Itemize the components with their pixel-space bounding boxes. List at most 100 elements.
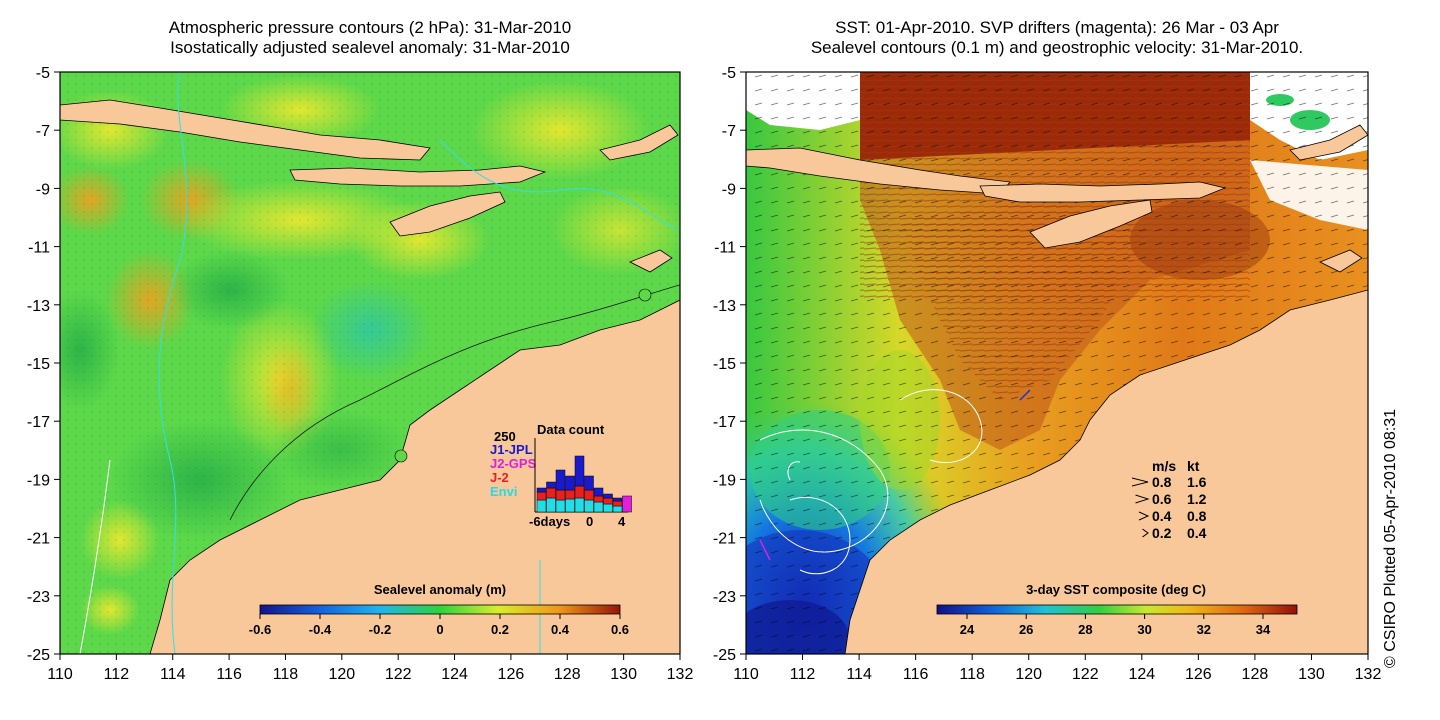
data-count-xlabel-start: -6days [529, 514, 570, 529]
left-y-tick-label: -17 [27, 414, 50, 431]
left-y-tick-label: -5 [36, 65, 50, 82]
left-x-tick-label: 116 [216, 666, 242, 683]
velocity-ms-value: 0.4 [1152, 508, 1172, 524]
data-count-bar [546, 481, 556, 489]
left-y-tick-label: -7 [36, 123, 50, 140]
velocity-kt-value: 0.4 [1187, 525, 1207, 541]
right-y-tick-label: -23 [713, 589, 736, 606]
velocity-ms-value: 0.8 [1152, 474, 1172, 490]
right-panel-title: SST: 01-Apr-2010. SVP drifters (magenta)… [746, 18, 1368, 58]
left-x-tick-label: 122 [385, 666, 412, 683]
data-count-xlabel-end: 4 [618, 514, 626, 529]
data-count-bar [546, 487, 556, 499]
left-y-axis: -5 -7 -9 -11 -13 -15 -17 -19 -21 -23 -25 [27, 65, 60, 664]
right-x-tick-label: 130 [1298, 666, 1325, 683]
data-count-bar [546, 497, 556, 513]
right-x-tick-label: 120 [1015, 666, 1042, 683]
velocity-arrow-icon [1142, 528, 1149, 538]
right-title-line2: Sealevel contours (0.1 m) and geostrophi… [810, 38, 1304, 57]
right-x-axis: 110 112 114 116 118 120 122 124 126 128 130 132 [733, 654, 1381, 683]
data-count-bar [612, 497, 623, 502]
sealevel-colorbar: Sealevel anomaly (m) -0.6 -0.4 -0.2 0 0.2 0.4… [249, 582, 629, 637]
velocity-arrow-icon [1138, 511, 1150, 521]
right-y-tick-label: -7 [722, 123, 736, 140]
data-count-bar [584, 489, 594, 501]
velocity-kt-value: 1.2 [1187, 491, 1207, 507]
velocity-arrow-icon [1131, 477, 1149, 487]
left-x-tick-label: 126 [498, 666, 525, 683]
right-x-tick-label: 114 [846, 666, 872, 683]
left-x-tick-label: 112 [104, 666, 130, 683]
data-count-bar [612, 500, 623, 507]
right-x-tick-label: 122 [1072, 666, 1099, 683]
left-x-tick-label: 110 [47, 666, 73, 683]
data-count-bar [536, 499, 547, 513]
left-x-axis: 110 112 114 116 118 120 122 124 126 128 130 132 [47, 654, 693, 683]
left-x-tick-label: 120 [328, 666, 355, 683]
left-title-line2: Isostatically adjusted sealevel anomaly:… [170, 38, 570, 57]
right-y-tick-label: -17 [713, 414, 736, 431]
right-y-tick-label: -21 [713, 531, 736, 548]
data-count-bar [593, 501, 604, 513]
mission-label: J-2 [490, 470, 509, 485]
left-panel-title: Atmospheric pressure contours (2 hPa): 3… [60, 18, 680, 58]
left-y-tick-label: -21 [27, 531, 50, 548]
data-count-bar [593, 495, 604, 503]
mission-label: J2-GPS [490, 456, 537, 471]
data-count-bar [565, 489, 575, 500]
left-y-tick-label: -15 [27, 356, 50, 373]
data-count-bar [565, 475, 575, 491]
sealevel-colorbar-tick: -0.6 [249, 622, 271, 637]
right-title-line1: SST: 01-Apr-2010. SVP drifters (magenta)… [835, 18, 1279, 37]
right-x-tick-label: 118 [959, 666, 985, 683]
sst-colorbar-tick: 34 [1256, 622, 1271, 637]
sst-colorbar-title: 3-day SST composite (deg C) [1026, 582, 1206, 597]
data-count-bar [574, 455, 585, 487]
right-y-tick-label: -13 [713, 298, 736, 315]
velocity-arrow-icon [1135, 494, 1150, 504]
left-y-tick-label: -9 [36, 181, 50, 198]
right-y-tick-label: -5 [722, 65, 736, 82]
sealevel-colorbar-tick: 0.4 [551, 622, 570, 637]
data-count-bar [574, 497, 585, 513]
data-count-bar [593, 487, 604, 497]
right-x-tick-label: 132 [1355, 666, 1382, 683]
mission-label: J1-JPL [490, 442, 533, 457]
sealevel-colorbar-tick: 0.6 [611, 622, 629, 637]
data-count-bar [603, 497, 613, 505]
left-x-tick-label: 114 [160, 666, 186, 683]
velocity-ms-value: 0.6 [1152, 491, 1172, 507]
sst-colorbar-tick: 32 [1197, 622, 1211, 637]
data-count-bar [555, 489, 566, 501]
data-count-bar [603, 493, 613, 499]
sealevel-colorbar-tick: 0.2 [491, 622, 509, 637]
sealevel-anomaly-map [60, 72, 680, 654]
left-x-tick-label: 132 [667, 666, 694, 683]
right-y-axis: -5 -7 -9 -11 -13 -15 -17 -19 -21 -23 -25 [713, 65, 746, 664]
right-x-tick-label: 126 [1185, 666, 1212, 683]
right-x-tick-label: 128 [1242, 666, 1269, 683]
sst-colorbar-tick: 24 [960, 622, 975, 637]
australia-land-right [844, 289, 1368, 654]
sealevel-colorbar-tick: -0.4 [309, 622, 332, 637]
credit-label: © CSIRO Plotted 05-Apr-2010 08:31 [1382, 408, 1399, 668]
data-count-bar [574, 485, 585, 499]
right-y-tick-label: -19 [713, 472, 736, 489]
left-y-tick-label: -19 [27, 472, 50, 489]
sst-colorbar-tick: 28 [1078, 622, 1092, 637]
right-y-tick-label: -9 [722, 181, 736, 198]
velocity-key: m/s kt 0.8 1.60.6 1.20.4 0.80.2 0.4 [1131, 458, 1207, 541]
right-y-tick-label: -15 [713, 356, 736, 373]
velocity-key-header-ms: m/s [1152, 458, 1176, 474]
right-x-tick-label: 116 [903, 666, 929, 683]
velocity-key-header-kt: kt [1187, 458, 1200, 474]
data-count-bar [603, 503, 613, 513]
left-x-tick-label: 118 [273, 666, 299, 683]
right-y-tick-label: -25 [713, 647, 736, 664]
right-x-tick-label: 110 [733, 666, 759, 683]
sst-colorbar: 3-day SST composite (deg C) 24 26 28 30 32 34 [936, 582, 1298, 637]
data-count-bar [622, 495, 632, 513]
data-count-bar [555, 499, 566, 513]
